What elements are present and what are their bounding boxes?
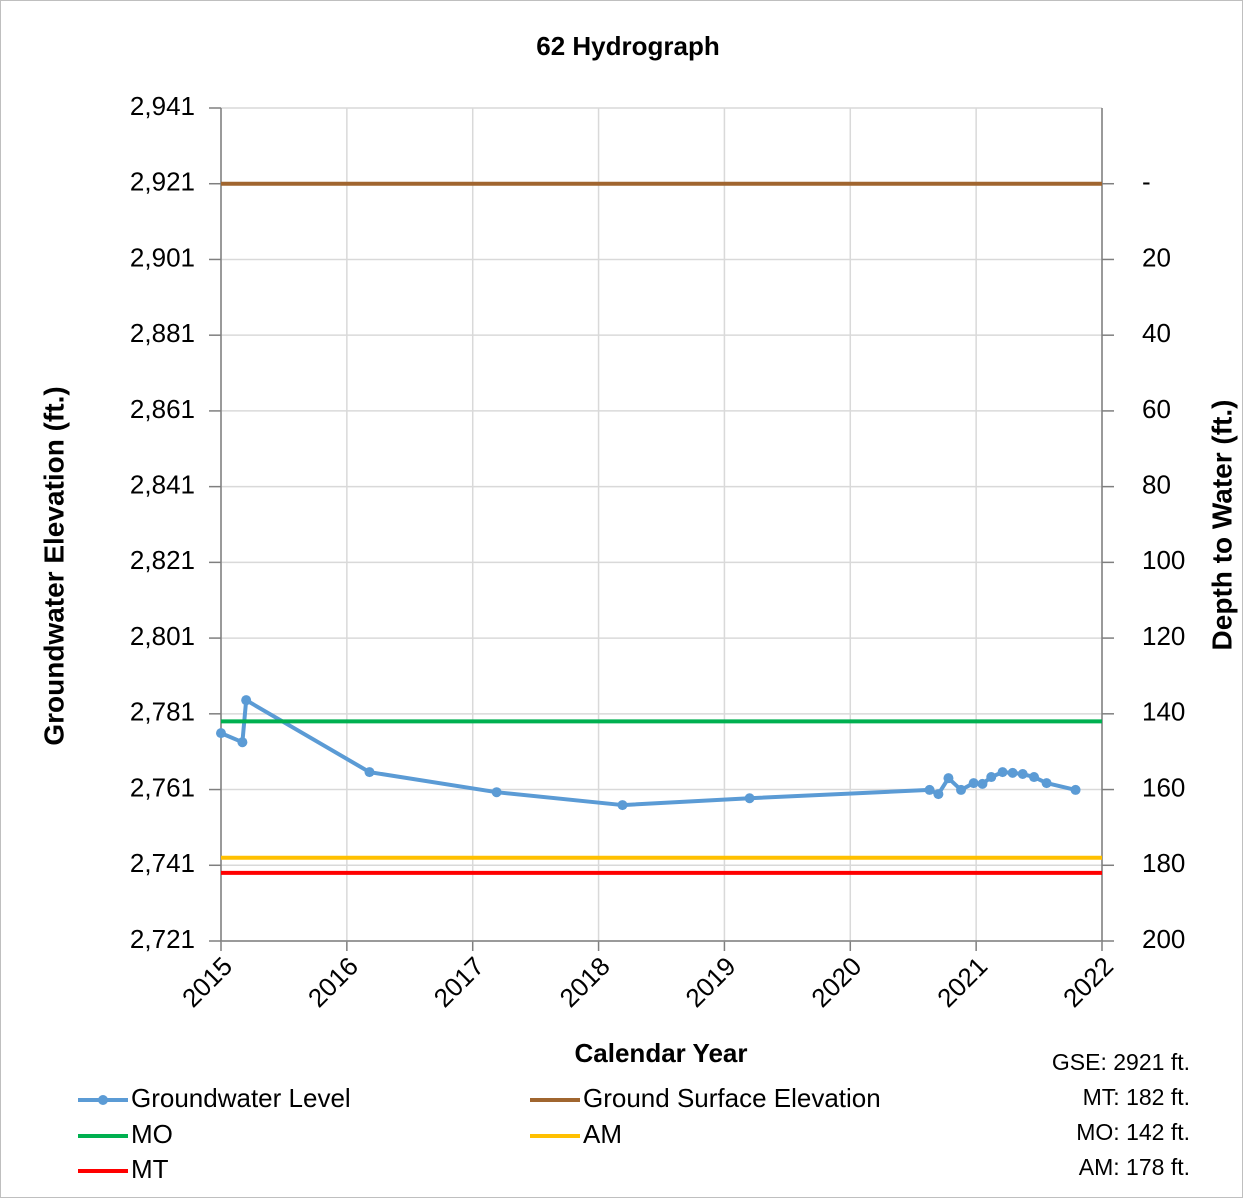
data-point bbox=[617, 800, 628, 811]
legend-label: MT bbox=[131, 1154, 169, 1184]
y-tick-label: 2,721 bbox=[130, 924, 195, 954]
y2-tick-label: - bbox=[1142, 167, 1151, 197]
data-point bbox=[997, 767, 1008, 778]
data-point bbox=[924, 784, 935, 795]
legend-label: AM bbox=[583, 1119, 622, 1149]
data-point bbox=[977, 778, 988, 789]
annotation: AM: 178 ft. bbox=[1079, 1154, 1190, 1180]
data-point bbox=[241, 695, 252, 706]
annotation: MO: 142 ft. bbox=[1076, 1119, 1190, 1145]
y2-tick-label: 100 bbox=[1142, 545, 1185, 575]
chart-title: 62 Hydrograph bbox=[536, 31, 720, 61]
y2-axis-label: Depth to Water (ft.) bbox=[1206, 400, 1237, 651]
y2-tick-label: 140 bbox=[1142, 697, 1185, 727]
y2-tick-label: 180 bbox=[1142, 848, 1185, 878]
legend-label: Ground Surface Elevation bbox=[583, 1083, 881, 1113]
x-axis-label: Calendar Year bbox=[575, 1038, 748, 1068]
y-tick-label: 2,741 bbox=[130, 848, 195, 878]
y-tick-label: 2,921 bbox=[130, 167, 195, 197]
data-point bbox=[1041, 778, 1052, 789]
y2-tick-label: 40 bbox=[1142, 318, 1171, 348]
y-tick-label: 2,801 bbox=[130, 621, 195, 651]
y2-tick-label: 20 bbox=[1142, 242, 1171, 272]
legend-label: Groundwater Level bbox=[131, 1083, 351, 1113]
y2-tick-label: 80 bbox=[1142, 470, 1171, 500]
y-tick-label: 2,761 bbox=[130, 772, 195, 802]
data-point bbox=[237, 737, 248, 748]
data-point bbox=[1017, 769, 1028, 780]
y-tick-label: 2,901 bbox=[130, 242, 195, 272]
data-point bbox=[216, 728, 226, 739]
y-tick-label: 2,861 bbox=[130, 394, 195, 424]
data-point bbox=[1007, 767, 1018, 778]
y-tick-label: 2,841 bbox=[130, 470, 195, 500]
data-point bbox=[1070, 784, 1081, 795]
y-tick-label: 2,821 bbox=[130, 545, 195, 575]
data-point bbox=[1029, 772, 1040, 783]
y2-tick-label: 120 bbox=[1142, 621, 1185, 651]
data-point bbox=[986, 772, 997, 783]
y2-tick-label: 60 bbox=[1142, 394, 1171, 424]
y-tick-label: 2,881 bbox=[130, 318, 195, 348]
data-point bbox=[956, 784, 967, 795]
y-tick-label: 2,941 bbox=[130, 91, 195, 121]
annotation: GSE: 2921 ft. bbox=[1052, 1049, 1190, 1075]
data-point bbox=[364, 767, 375, 778]
data-point bbox=[491, 787, 502, 798]
legend-marker bbox=[98, 1095, 108, 1105]
annotation: MT: 182 ft. bbox=[1083, 1084, 1190, 1110]
y-tick-label: 2,781 bbox=[130, 697, 195, 727]
y-axis-label: Groundwater Elevation (ft.) bbox=[38, 386, 69, 745]
legend-label: MO bbox=[131, 1119, 173, 1149]
y2-tick-label: 160 bbox=[1142, 772, 1185, 802]
data-point bbox=[968, 778, 979, 789]
data-point bbox=[744, 793, 755, 804]
data-point bbox=[933, 789, 944, 800]
y2-tick-label: 200 bbox=[1142, 924, 1185, 954]
data-point bbox=[943, 773, 954, 784]
